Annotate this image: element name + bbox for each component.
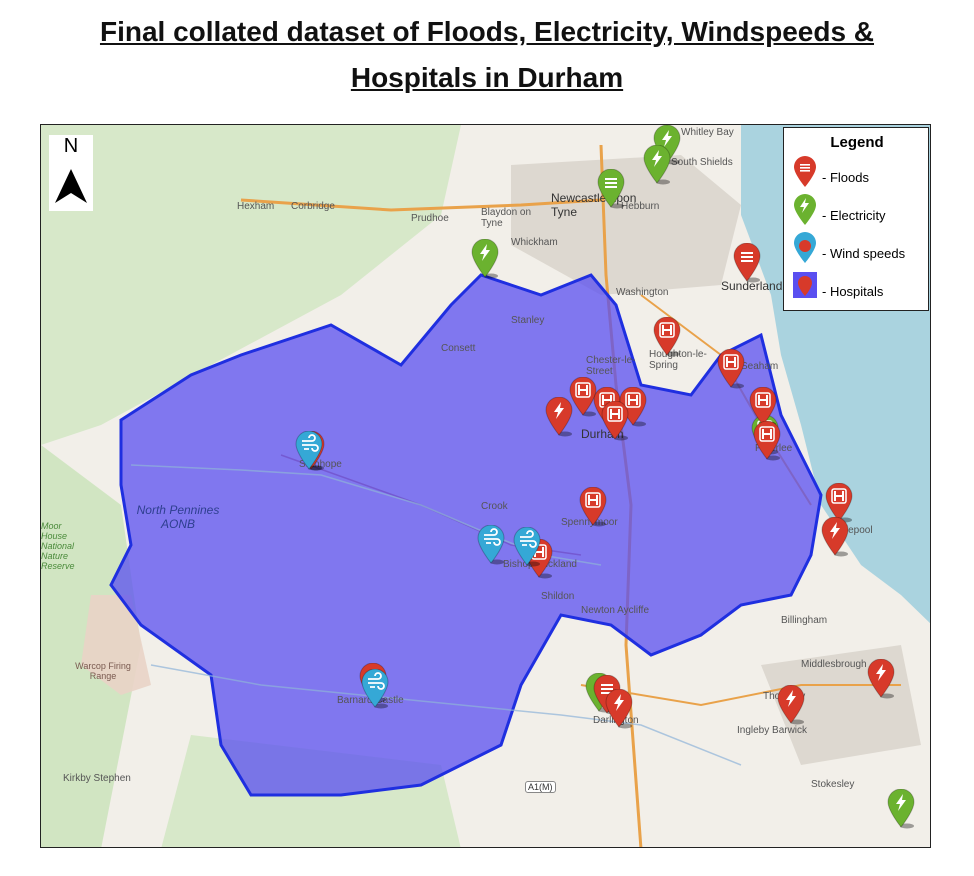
flood-marker-hospital-icon[interactable] — [569, 376, 597, 422]
road-a69 — [240, 198, 602, 212]
legend-label-electricity: - Electricity — [822, 208, 886, 223]
legend-label-floods: - Floods — [822, 170, 869, 185]
place-seaham: Seaham — [741, 361, 779, 372]
title-line-2: Hospitals in Durham — [350, 62, 624, 93]
legend-row-hospitals: - Hospitals — [792, 270, 928, 304]
flood-marker-electricity-icon[interactable] — [605, 688, 633, 734]
flood-marker-electricity-icon[interactable] — [777, 684, 805, 730]
wind-marker-wind-icon[interactable] — [477, 524, 505, 570]
place-newton-aycliffe: Newton Aycliffe — [581, 605, 650, 616]
legend-wind-marker-icon — [794, 232, 816, 263]
place-washington: Washington — [616, 287, 669, 298]
electricity-marker-flood-icon[interactable] — [597, 168, 625, 214]
legend-label-hospitals: - Hospitals — [822, 284, 884, 299]
tyneside-urban — [511, 155, 741, 295]
place-ingleby-barwick: Ingleby Barwick — [737, 725, 808, 736]
electricity-marker-electricity-icon[interactable] — [643, 144, 671, 190]
place-hexham: Hexham — [237, 201, 275, 212]
wind-marker-wind-icon[interactable] — [361, 668, 389, 714]
road-a66 — [580, 684, 901, 707]
flood-marker-hospital-icon[interactable] — [753, 420, 781, 466]
electricity-marker-electricity-icon[interactable] — [887, 788, 915, 834]
electricity-marker-electricity-icon[interactable] — [471, 238, 499, 284]
wind-marker-wind-icon[interactable] — [513, 526, 541, 572]
place-blaydon: Blaydon on Tyne — [481, 207, 532, 229]
place-shildon: Shildon — [541, 591, 575, 602]
north-label: N — [63, 135, 79, 157]
place-stokesley: Stokesley — [811, 779, 855, 790]
place-middlesbrough: Middlesbrough — [801, 659, 867, 670]
legend-flood-marker-icon — [794, 156, 816, 187]
north-arrow-icon — [55, 169, 87, 203]
place-moor-house: Moor House National Nature Reserve — [41, 521, 75, 571]
place-stanhope: Stanhope — [299, 459, 342, 470]
legend-electricity-marker-icon — [794, 194, 816, 225]
legend-title: Legend — [830, 134, 884, 151]
flood-marker-hospital-icon[interactable] — [601, 400, 629, 446]
legend-row-floods: - Floods — [792, 156, 928, 190]
legend-hospital-swatch-icon — [793, 272, 817, 298]
legend-row-electricity: - Electricity — [792, 194, 928, 228]
place-hartlepool: Hartlepool — [827, 525, 873, 536]
legend-row-wind: - Wind speeds — [792, 232, 928, 266]
place-consett: Consett — [441, 343, 476, 354]
place-kirkby-stephen: Kirkby Stephen — [63, 773, 131, 784]
place-hebburn: Hebburn — [621, 201, 660, 212]
place-warcop: Warcop Firing Range — [75, 661, 131, 681]
wind-marker-wind-icon[interactable] — [295, 430, 323, 476]
river-tees — [150, 664, 742, 766]
legend-label-wind: - Wind speeds — [822, 246, 906, 261]
place-south-shields: South Shields — [671, 157, 733, 168]
place-billingham: Billingham — [781, 615, 828, 626]
flood-marker-electricity-icon[interactable] — [821, 516, 849, 562]
upland-green — [41, 125, 461, 445]
flood-marker-hospital-icon[interactable] — [717, 348, 745, 394]
flood-marker-flood-icon[interactable] — [733, 242, 761, 288]
flood-marker-electricity-icon[interactable] — [867, 658, 895, 704]
road-label-a1m: A1(M) — [525, 781, 556, 793]
flood-marker-hospital-icon[interactable] — [653, 316, 681, 362]
place-spennymoor: Spennymoor — [561, 517, 618, 528]
place-sunderland: Sunderland — [721, 279, 783, 293]
legend: Legend - Floods - Electricity - Wind spe… — [783, 127, 929, 311]
flood-marker-hospital-icon[interactable] — [579, 486, 607, 532]
flood-marker-electricity-icon[interactable] — [545, 396, 573, 442]
place-whitley-bay: Whitley Bay — [681, 127, 734, 138]
place-chester-le-street: Chester-le-Street — [586, 355, 636, 377]
title-line-1: Final collated dataset of Floods, Electr… — [99, 16, 875, 47]
place-north-pennines: North Pennines AONB — [136, 503, 220, 531]
place-houghton: Houghton-le-Spring — [649, 349, 707, 371]
map-frame[interactable]: Hexham Corbridge Prudhoe Blaydon on Tyne… — [40, 124, 931, 848]
north-arrow: N — [49, 135, 93, 211]
place-corbridge: Corbridge — [291, 201, 335, 212]
place-stanley: Stanley — [511, 315, 545, 326]
place-prudhoe: Prudhoe — [411, 213, 449, 224]
place-whickham: Whickham — [511, 237, 558, 248]
firing-range-area — [81, 595, 151, 695]
place-crook: Crook — [481, 501, 508, 512]
